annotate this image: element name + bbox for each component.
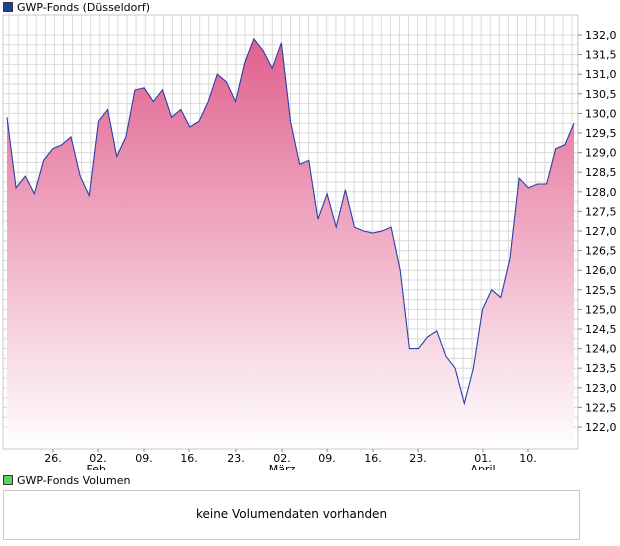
y-tick-label: 125,5: [585, 284, 617, 297]
x-tick-label: 23.: [227, 452, 245, 465]
volume-panel: keine Volumendaten vorhanden: [3, 490, 580, 540]
y-tick-label: 122,5: [585, 401, 617, 414]
y-tick-label: 131,5: [585, 49, 617, 62]
x-tick-label: 16.: [364, 452, 382, 465]
price-legend-swatch: [3, 2, 13, 12]
volume-legend-swatch: [3, 475, 13, 485]
y-tick-label: 127,5: [585, 205, 617, 218]
y-tick-label: 129,0: [585, 147, 617, 160]
x-tick-label: 02.: [89, 452, 107, 465]
y-tick-label: 126,0: [585, 264, 617, 277]
x-tick-label: 09.: [135, 452, 153, 465]
x-tick-label: 02.: [273, 452, 291, 465]
y-tick-label: 132,0: [585, 29, 617, 42]
y-tick-label: 128,0: [585, 186, 617, 199]
y-tick-label: 122,0: [585, 421, 617, 434]
x-tick-month-label: April: [470, 463, 495, 470]
y-tick-label: 125,0: [585, 303, 617, 316]
y-tick-label: 127,0: [585, 225, 617, 238]
y-tick-label: 128,5: [585, 166, 617, 179]
price-legend-label: GWP-Fonds (Düsseldorf): [17, 0, 151, 14]
volume-legend-label: GWP-Fonds Volumen: [17, 473, 131, 487]
x-tick-label: 16.: [180, 452, 198, 465]
price-chart: 122,0 122,5 123,0 123,5 124,0 124,5 125,0 125,5…: [2, 14, 617, 470]
volume-legend: GWP-Fonds Volumen: [3, 473, 131, 487]
y-tick-label: 124,0: [585, 343, 617, 356]
x-tick-month-label: März: [269, 463, 296, 470]
no-volume-message: keine Volumendaten vorhanden: [195, 507, 388, 521]
x-tick-label: 26.: [44, 452, 62, 465]
plot-frame: [2, 14, 579, 450]
x-tick-label: 01.: [474, 452, 492, 465]
y-tick-label: 123,5: [585, 362, 617, 375]
x-tick-month-label: Feb.: [87, 463, 110, 470]
price-legend: GWP-Fonds (Düsseldorf): [3, 0, 150, 14]
y-tick-label: 130,0: [585, 107, 617, 120]
x-tick-label: 09.: [318, 452, 336, 465]
price-area: [7, 38, 574, 450]
y-tick-label: 123,0: [585, 382, 617, 395]
y-tick-label: 129,5: [585, 127, 617, 140]
y-axis: 122,0 122,5 123,0 123,5 124,0 124,5 125,0 125,5…: [578, 29, 617, 434]
y-tick-label: 130,5: [585, 88, 617, 101]
y-tick-label: 131,0: [585, 68, 617, 81]
price-line: [6, 37, 575, 406]
x-tick-label: 10.: [519, 452, 537, 465]
y-tick-label: 124,5: [585, 323, 617, 336]
x-tick-label: 23.: [409, 452, 427, 465]
y-tick-label: 126,5: [585, 245, 617, 258]
